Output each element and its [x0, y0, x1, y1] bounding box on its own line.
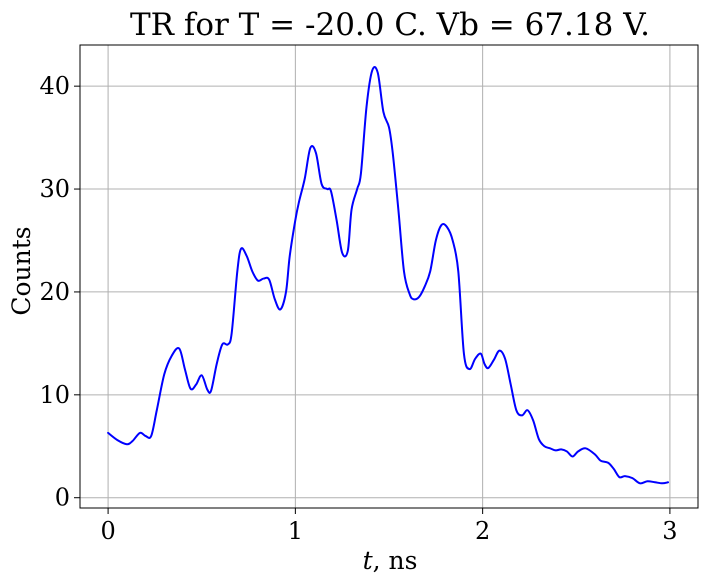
y-tick-label: 30 [39, 175, 70, 203]
x-tick-label: 1 [288, 517, 303, 545]
series-line [107, 66, 670, 485]
x-tick-label: 3 [662, 517, 677, 545]
x-axis-label: t, ns [363, 546, 418, 575]
chart-title: TR for T = -20.0 C. Vb = 67.18 V. [130, 7, 650, 43]
y-axis-label: Counts [7, 226, 36, 315]
plot-frame [79, 44, 699, 509]
axis-ticks [74, 85, 671, 514]
x-axis-variable: t [363, 546, 374, 575]
y-tick-label: 40 [39, 72, 70, 100]
x-axis-unit: , ns [373, 546, 418, 575]
plot-area [107, 66, 670, 485]
y-tick-label: 0 [55, 484, 70, 512]
x-tick-label: 0 [100, 517, 115, 545]
y-tick-label: 20 [39, 278, 70, 306]
grid [80, 45, 698, 508]
y-tick-label: 10 [39, 381, 70, 409]
x-tick-label: 2 [475, 517, 490, 545]
